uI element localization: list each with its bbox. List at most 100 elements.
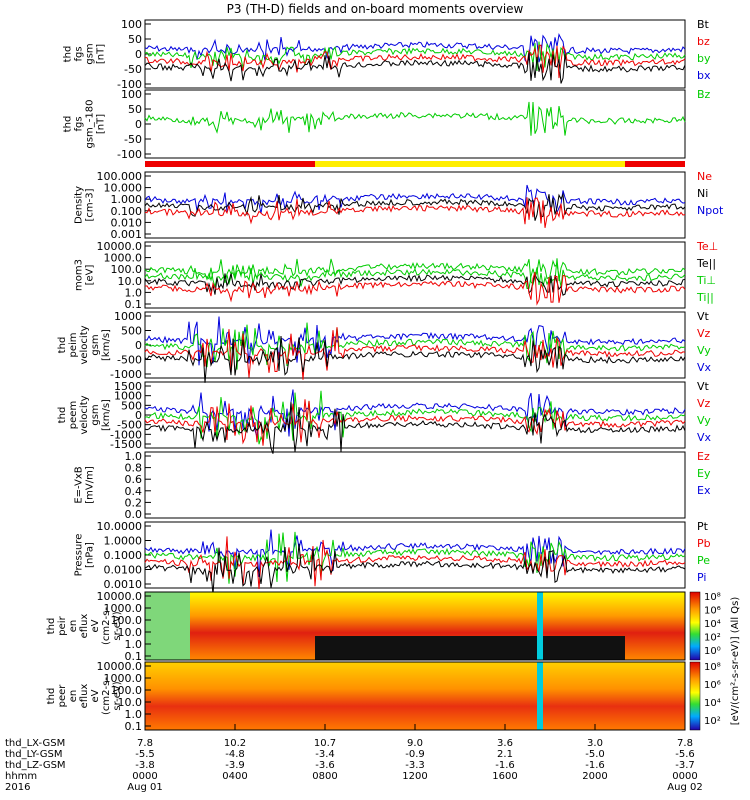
series-pi xyxy=(144,529,686,577)
legend-vx: Vx xyxy=(697,431,712,444)
series-bz xyxy=(144,101,686,136)
legend-bt: Bt xyxy=(697,18,710,31)
y-tick-label: 100.0 xyxy=(111,684,143,697)
y-tick-label: 100 xyxy=(121,18,142,31)
colorbar-strip xyxy=(689,661,701,731)
y-tick-label: 1.0 xyxy=(125,708,143,721)
y-axis-label-line: thd xyxy=(57,337,68,354)
colorbar-tick-label: 10² xyxy=(704,633,721,644)
y-tick-label: 1.0 xyxy=(125,638,143,651)
colorbar-strip xyxy=(689,591,701,661)
series-te xyxy=(144,272,686,296)
y-tick-label: 100.0 xyxy=(111,614,143,627)
series-vt xyxy=(144,402,686,454)
panel-9: 10000.01000.0100.010.01.00.1thdpeirenefl… xyxy=(46,590,686,663)
y-tick-label: 100.000 xyxy=(97,170,143,183)
position-row-label: hhmm xyxy=(5,771,37,782)
position-row-value: -1.6 xyxy=(585,760,605,771)
y-tick-label: 1000.0 xyxy=(104,252,143,265)
position-row-value: -3.7 xyxy=(675,760,695,771)
position-row-value: -3.4 xyxy=(315,749,335,760)
position-row-value: 1200 xyxy=(402,771,427,782)
y-tick-label: 0.4 xyxy=(125,485,143,498)
region-bar-yellow xyxy=(315,161,625,167)
panel-frame xyxy=(144,591,686,661)
y-axis-label-line: mom3 xyxy=(74,259,85,291)
y-axis-label-line: velocity xyxy=(79,325,90,364)
y-tick-label: 1000 xyxy=(114,390,142,403)
panel-frame xyxy=(144,241,686,309)
y-tick-label: 10000.0 xyxy=(97,240,143,253)
y-tick-label: 500 xyxy=(121,399,142,412)
y-axis-label-line: gsm xyxy=(85,43,96,64)
y-tick-label: 0.0010 xyxy=(104,578,143,591)
legend-ne: Ne xyxy=(697,170,712,183)
y-axis-label-line: [km/s] xyxy=(101,399,112,431)
position-row-value: 0000 xyxy=(132,771,157,782)
legend-ti: Ti⊥ xyxy=(696,274,716,287)
legend-ex: Ex xyxy=(697,484,711,497)
y-tick-label: 50 xyxy=(128,103,142,116)
legend-vz: Vz xyxy=(697,397,711,410)
y-tick-label: 0.6 xyxy=(125,473,143,486)
y-axis-label-line: thd xyxy=(57,407,68,424)
y-axis-label-line: [cm-3] xyxy=(85,188,96,221)
y-axis-label-line: peim xyxy=(68,332,79,357)
colorbar-tick-label: 10⁸ xyxy=(704,592,721,603)
y-axis-label-line: velocity xyxy=(79,395,90,434)
y-axis-label-line: en xyxy=(68,620,79,633)
y-axis-label-line: eflux xyxy=(79,684,90,709)
legend-vt: Vt xyxy=(697,310,710,323)
y-tick-label: 0 xyxy=(135,48,142,61)
series-vz xyxy=(144,399,686,446)
legend-ni: Ni xyxy=(697,187,708,200)
y-axis-label-line: en xyxy=(68,690,79,703)
y-tick-label: 10.0 xyxy=(118,696,143,709)
y-axis-label-line: sr-eV) xyxy=(112,611,123,640)
y-axis-label-line: peer xyxy=(57,684,68,708)
position-row-label: thd_LZ-GSM xyxy=(5,760,66,771)
legend-vx: Vx xyxy=(697,361,712,374)
series-vt xyxy=(144,335,686,383)
legend-vz: Vz xyxy=(697,327,711,340)
y-axis-label-line: thd xyxy=(63,116,74,133)
y-axis-label: thdpeirenefluxeV(cm2-s-sr-eV) xyxy=(46,607,123,645)
region-bar-red xyxy=(145,161,315,167)
y-tick-label: -1000 xyxy=(110,428,142,441)
y-axis-label-line: Density xyxy=(74,186,85,224)
colorbar-tick-label: 10⁶ xyxy=(704,606,721,617)
colorbar-label: [eV/(cm²-s-sr-eV)] (All Qs) xyxy=(730,597,741,726)
panel-10: 10000.01000.0100.010.01.00.1thdpeerenefl… xyxy=(46,660,686,733)
y-tick-label: 0.2 xyxy=(125,496,143,509)
y-tick-label: -50 xyxy=(124,133,142,146)
y-tick-label: 0 xyxy=(135,118,142,131)
series-ti xyxy=(144,259,686,290)
y-axis-label-line: [nPa] xyxy=(85,542,96,568)
y-tick-label: 0.001 xyxy=(111,228,143,241)
position-row-value: -3.6 xyxy=(315,760,335,771)
legend-te: Te|| xyxy=(696,257,716,270)
position-row-value: -3.8 xyxy=(135,760,155,771)
colorbar-tick-label: 10² xyxy=(704,716,721,727)
y-tick-label: 0.010 xyxy=(111,216,143,229)
y-axis-label: thdpeemvelocitygsm[km/s] xyxy=(57,395,112,434)
y-tick-label: -100 xyxy=(117,148,142,161)
legend-vy: Vy xyxy=(697,344,711,357)
panel-frame xyxy=(144,451,686,519)
panel-frame xyxy=(144,89,686,159)
legend-pt: Pt xyxy=(697,520,709,533)
position-row-value: -3.3 xyxy=(405,760,425,771)
series-vz xyxy=(144,327,686,380)
colorbar-tick-label: 10⁸ xyxy=(704,662,721,673)
date-year: 2016 xyxy=(5,782,30,793)
spectrogram-ion-spike xyxy=(537,592,543,660)
legend-bz: bz xyxy=(697,35,710,48)
series-ni xyxy=(144,192,686,221)
legend-bx: bx xyxy=(697,69,711,82)
position-row-value: -4.8 xyxy=(225,749,245,760)
position-row-value: 3.6 xyxy=(497,738,513,749)
y-axis-label-line: gsm_-180 xyxy=(85,100,96,149)
legend-vt: Vt xyxy=(697,380,710,393)
